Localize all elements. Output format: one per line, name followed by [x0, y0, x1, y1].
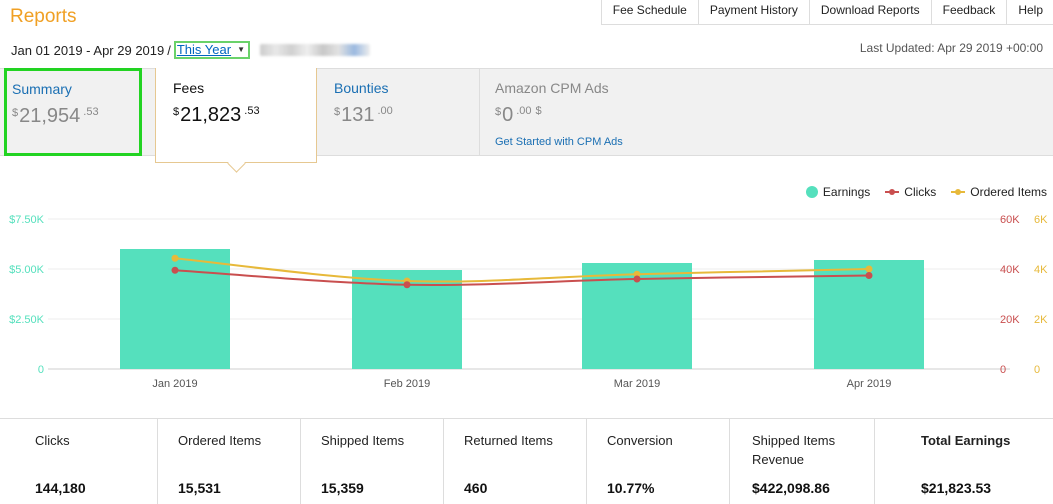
redacted-tracking-id [259, 44, 370, 56]
stat-label: Total Earnings [921, 433, 1011, 448]
caret-down-icon: ▼ [237, 45, 245, 54]
stat-total-earnings: Total Earnings $21,823.53 [875, 419, 1053, 504]
clicks-line [174, 269, 870, 286]
amount-fraction: .53 [83, 106, 99, 118]
amount-fraction: .53 [244, 105, 260, 117]
tab-fees[interactable]: Fees $ 21,823 .53 [155, 68, 317, 163]
tab-fees-label: Fees [173, 80, 205, 96]
amount-whole: 0 [502, 104, 514, 126]
tab-cpm-amount: $ 0 .00 $ [495, 104, 771, 127]
y-left-tick-label: $5.00K [9, 264, 45, 276]
stat-value: 144,180 [35, 480, 86, 496]
ordered-items-line [174, 257, 870, 283]
y-right-clicks-tick-label: 20K [1000, 314, 1020, 326]
legend-ordered-label: Ordered Items [970, 185, 1047, 199]
stats-summary-row: Clicks 144,180 Ordered Items 15,531 Ship… [0, 418, 1053, 504]
date-range-select[interactable]: This Year ▼ [173, 41, 250, 59]
page-title: Reports [10, 6, 77, 27]
stat-label: Clicks [35, 433, 70, 448]
tab-summary-label: Summary [12, 81, 72, 97]
currency-symbol: $ [12, 107, 19, 119]
last-updated: Last Updated: Apr 29 2019 +00:00 [859, 41, 1043, 55]
stat-label: Ordered Items [178, 433, 262, 448]
amount-fraction: .00 [377, 105, 393, 117]
y-right-clicks-tick-label: 0 [1000, 364, 1006, 376]
x-tick-label: Apr 2019 [847, 378, 892, 390]
tab-cpm-label: Amazon CPM Ads [495, 80, 609, 96]
clicks-line-icon [885, 188, 900, 196]
stat-value: 15,359 [321, 480, 364, 496]
y-right-clicks-tick-label: 40K [1000, 264, 1020, 276]
stat-conversion: Conversion 10.77% [587, 419, 730, 504]
stat-shipped-revenue: Shipped Items Revenue $422,098.86 [730, 419, 875, 504]
x-tick-label: Mar 2019 [614, 378, 660, 390]
stat-value: 460 [464, 480, 488, 496]
stat-shipped-items: Shipped Items 15,359 [301, 419, 444, 504]
ordered-items-point [865, 265, 873, 273]
tab-fees-amount: $ 21,823 .53 [173, 104, 299, 127]
y-right-ordered-tick-label: 2K [1034, 314, 1048, 326]
amount-suffix: $ [535, 105, 542, 117]
stat-value: 10.77% [607, 480, 655, 496]
legend-earnings-label: Earnings [822, 185, 871, 199]
earnings-dot-icon [805, 186, 818, 198]
legend-ordered[interactable]: Ordered Items [951, 185, 1047, 199]
amount-fraction: .00 [516, 105, 532, 117]
legend-earnings[interactable]: Earnings [805, 185, 871, 199]
nav-fee-schedule[interactable]: Fee Schedule [600, 0, 698, 24]
tab-bounties[interactable]: Bounties $ 131 .00 [326, 68, 478, 156]
y-right-ordered-tick-label: 6K [1034, 214, 1048, 226]
nav-download-reports[interactable]: Download Reports [808, 0, 931, 24]
stat-returned-items: Returned Items 460 [444, 419, 587, 504]
legend-clicks[interactable]: Clicks [885, 185, 936, 199]
nav-payment-history[interactable]: Payment History [697, 0, 809, 24]
y-right-clicks-tick-label: 60K [1000, 214, 1020, 226]
nav-help[interactable]: Help [1006, 0, 1053, 24]
currency-symbol: $ [173, 106, 180, 118]
date-range-text: Jan 01 2019 - Apr 29 2019 [11, 42, 165, 58]
currency-symbol: $ [334, 106, 341, 118]
ordered-items-point [171, 254, 179, 262]
tab-summary[interactable]: Summary $ 21,954 .53 [4, 68, 142, 156]
y-right-ordered-tick-label: 0 [1034, 364, 1040, 376]
stat-label: Shipped Items [321, 433, 405, 448]
date-range-selected: This Year [176, 42, 232, 57]
clicks-point [633, 275, 641, 283]
y-right-ordered-tick-label: 4K [1034, 264, 1048, 276]
stat-label: Conversion [607, 433, 673, 448]
x-tick-label: Feb 2019 [384, 378, 430, 390]
date-range-separator: / [167, 42, 171, 58]
amount-whole: 21,823 [180, 104, 242, 126]
stat-value: $422,098.86 [752, 480, 830, 496]
tab-summary-amount: $ 21,954 .53 [12, 105, 134, 128]
stat-ordered-items: Ordered Items 15,531 [158, 419, 301, 504]
stat-clicks: Clicks 144,180 [0, 419, 158, 504]
nav-feedback[interactable]: Feedback [930, 0, 1007, 24]
y-left-tick-label: 0 [38, 364, 44, 376]
earnings-chart: Earnings Clicks Ordered Items 0 $2.50K $5.… [0, 170, 1053, 400]
y-left-tick-label: $7.50K [9, 214, 45, 226]
clicks-point [865, 272, 873, 279]
stat-value: $21,823.53 [921, 480, 992, 496]
chart-legend: Earnings Clicks Ordered Items [805, 185, 1047, 199]
currency-symbol: $ [495, 106, 502, 118]
date-range-row: Jan 01 2019 - Apr 29 2019 / This Year ▼ [11, 41, 370, 59]
chart-plot: 0 $2.50K $5.00K $7.50K 0 20K 40K 60K 0 2K 4K 6K Jan … [9, 214, 1048, 390]
ordered-line-icon [951, 188, 966, 196]
stat-label: Returned Items [464, 433, 553, 448]
x-tick-label: Jan 2019 [152, 378, 197, 390]
y-left-tick-label: $2.50K [9, 314, 45, 326]
amount-whole: 131 [341, 104, 375, 126]
tab-cpm-ads[interactable]: Amazon CPM Ads $ 0 .00 $ Get Started wit… [479, 68, 779, 156]
tab-bounties-label: Bounties [334, 80, 389, 96]
legend-clicks-label: Clicks [904, 185, 937, 199]
cpm-get-started-link[interactable]: Get Started with CPM Ads [495, 136, 623, 148]
clicks-point [171, 266, 179, 274]
top-nav: Fee Schedule Payment History Download Re… [600, 0, 1053, 25]
tab-bounties-amount: $ 131 .00 [334, 104, 470, 127]
clicks-point [403, 281, 411, 289]
stat-value: 15,531 [178, 480, 221, 496]
stat-label: Shipped Items Revenue [752, 433, 836, 467]
amount-whole: 21,954 [19, 105, 81, 127]
